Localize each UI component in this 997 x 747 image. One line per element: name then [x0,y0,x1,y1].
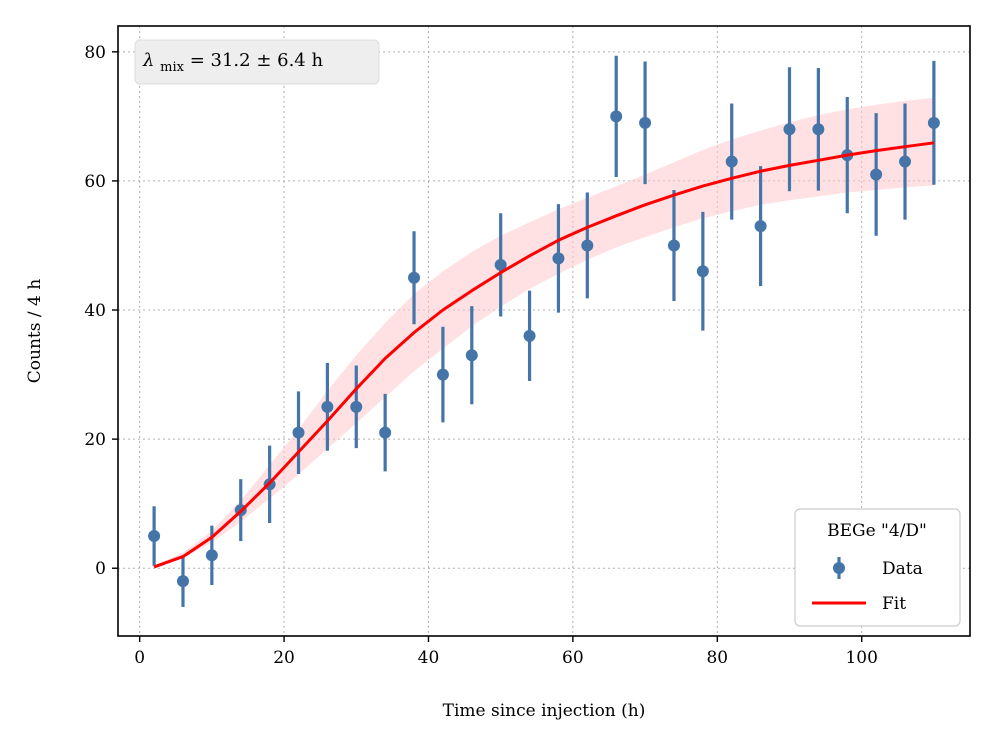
data-marker [667,239,680,252]
plot-frame [117,25,971,637]
y-tick-label: 80 [84,43,106,63]
annotation-symbol: λ [142,50,154,71]
data-marker [581,239,594,252]
legend-title: BEGe "4/D" [827,521,927,541]
legend: BEGe "4/D" Data Fit [794,508,961,627]
data-point [725,103,738,220]
data-marker [639,116,652,129]
data-point [321,362,334,451]
y-axis-title: Counts / 4 h [25,279,45,383]
data-marker [899,155,912,168]
annotation-value: = 31.2 ± 6.4 h [190,50,324,71]
data-point [754,166,767,287]
data-point [667,189,680,301]
data-marker [696,265,709,278]
data-marker [205,549,218,562]
data-point [870,113,883,236]
decay-constant-annotation: λ mix = 31.2 ± 6.4 h [134,39,380,85]
data-marker [552,252,565,265]
data-point [350,365,363,449]
legend-data-marker [833,562,845,574]
data-point [494,213,507,317]
fit-line [153,141,935,569]
y-tick-label: 60 [84,172,106,192]
data-point [927,60,940,185]
legend-data-label: Data [882,559,923,579]
legend-data-swatch [833,557,845,579]
data-point [523,290,536,382]
x-tick-label: 20 [273,648,295,668]
data-point [176,555,189,607]
data-marker [725,155,738,168]
annotation-box [134,39,380,85]
data-marker [754,220,767,233]
annotation-text: λ mix = 31.2 ± 6.4 h [142,50,323,76]
axis-ticks: 0 20 40 60 80 100 0 20 40 60 80 [84,43,878,668]
data-marker [927,116,940,129]
data-point [783,67,796,192]
data-point [639,61,652,185]
data-marker [465,349,478,362]
data-point [899,103,912,220]
data-marker [148,529,161,542]
y-tick-label: 0 [95,559,106,579]
x-axis-title: Time since injection (h) [443,701,646,721]
data-marker [523,329,536,342]
annotation-subscript: mix [160,60,184,75]
data-point [812,67,825,191]
data-marker [783,123,796,136]
y-tick-label: 20 [84,430,106,450]
data-marker [610,110,623,123]
data-marker [408,271,421,284]
data-marker [176,575,189,588]
data-point [379,393,392,472]
data-point [292,391,305,474]
x-tick-label: 40 [418,648,440,668]
legend-box [794,508,961,627]
data-marker [350,400,363,413]
data-point [408,231,421,325]
data-marker [321,400,334,413]
data-marker [494,258,507,271]
y-tick-label: 40 [84,301,106,321]
data-marker [812,123,825,136]
data-point [465,306,478,405]
x-tick-label: 60 [562,648,584,668]
x-tick-label: 100 [845,648,877,668]
data-marker [379,426,392,439]
data-marker [870,168,883,181]
data-point [436,326,449,423]
x-tick-label: 80 [706,648,728,668]
data-marker [292,426,305,439]
data-point [581,192,594,299]
x-tick-label: 0 [134,648,145,668]
fit-series [153,141,935,569]
data-point [552,204,565,313]
legend-fit-label: Fit [882,594,906,614]
data-point [610,55,623,178]
data-point [148,506,161,566]
data-marker [436,368,449,381]
data-point [696,211,709,331]
